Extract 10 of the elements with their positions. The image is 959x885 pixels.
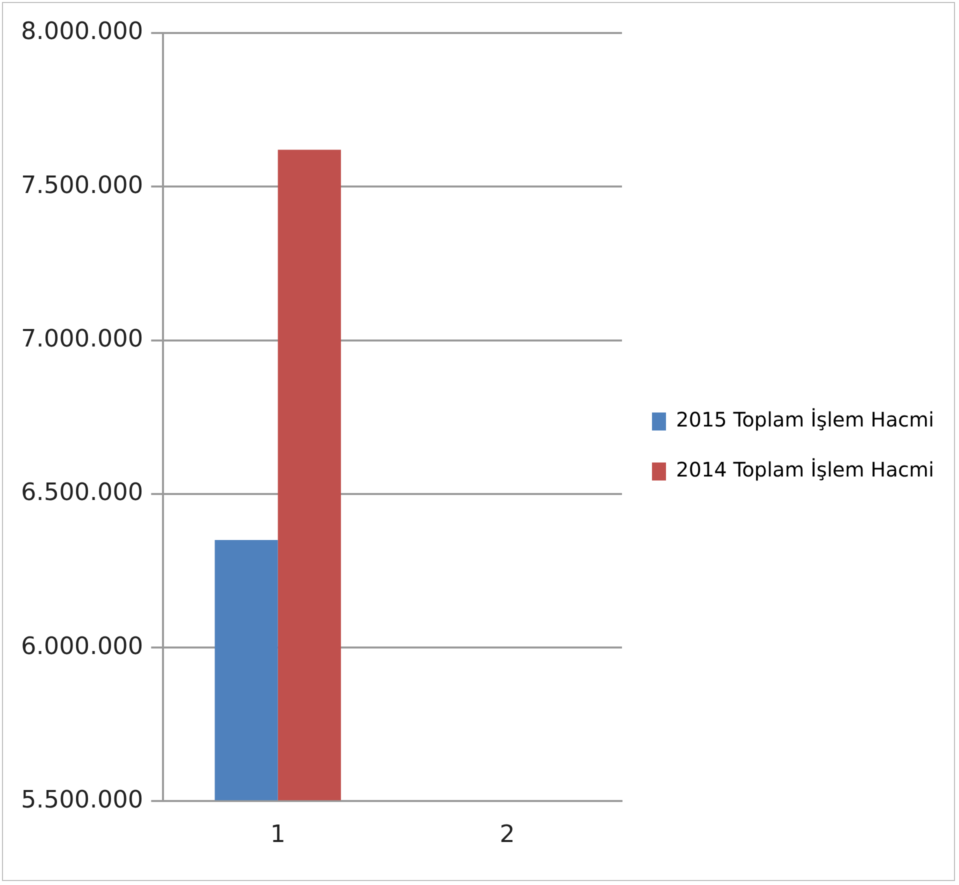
- y-tick-label: 7.500.000: [20, 170, 144, 199]
- legend-label: 2015 Toplam İşlem Hacmi: [676, 408, 934, 432]
- x-tick-label: 2: [500, 820, 515, 848]
- x-tick-label: 1: [270, 820, 286, 848]
- y-tick-label: 7.000.000: [20, 324, 144, 353]
- y-tick-label: 5.500.000: [20, 785, 144, 814]
- y-tick-label: 6.000.000: [20, 632, 144, 660]
- y-tick-label: 6.500.000: [20, 478, 144, 506]
- y-tick-label: 8.000.000: [20, 17, 144, 46]
- legend-label: 2014 Toplam İşlem Hacmi: [676, 458, 934, 482]
